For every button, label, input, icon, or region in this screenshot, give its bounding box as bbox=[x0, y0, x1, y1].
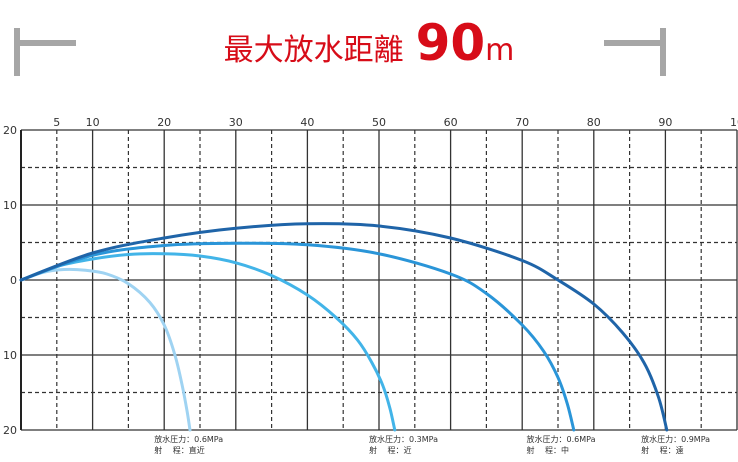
y-tick-label: 10 bbox=[3, 199, 17, 212]
header: 最大放水距離 90m bbox=[0, 0, 738, 90]
trajectory-line-3 bbox=[19, 241, 576, 432]
annotation-range-4: 射 程：遠 bbox=[641, 445, 684, 455]
title-text: 最大放水距離 bbox=[223, 33, 404, 68]
y-tick-label: 10 bbox=[3, 349, 17, 362]
annotation-pressure-2: 放水圧力：0.3MPa bbox=[369, 434, 438, 444]
trajectory-line-2 bbox=[19, 252, 397, 432]
annotation-range-3: 射 程：中 bbox=[527, 445, 570, 455]
trajectory-line-1 bbox=[19, 267, 192, 432]
y-tick-label: 0 bbox=[10, 274, 17, 287]
title-unit: m bbox=[485, 33, 515, 68]
right-bracket-vertical bbox=[660, 28, 666, 76]
x-tick-label: 90 bbox=[658, 116, 672, 129]
x-tick-label: 60 bbox=[444, 116, 458, 129]
x-tick-label: 70 bbox=[515, 116, 529, 129]
annotation-range-1: 射 程：直近 bbox=[154, 445, 205, 455]
x-tick-label: 20 bbox=[157, 116, 171, 129]
right-bracket-horizontal bbox=[604, 40, 666, 46]
x-tick-label: 10 bbox=[86, 116, 100, 129]
x-tick-label: 50 bbox=[372, 116, 386, 129]
annotation-range-2: 射 程：近 bbox=[369, 445, 412, 455]
x-tick-label: 40 bbox=[300, 116, 314, 129]
x-tick-label: 30 bbox=[229, 116, 243, 129]
annotation-pressure-1: 放水圧力：0.6MPa bbox=[154, 434, 223, 444]
x-tick-label: 10 bbox=[730, 116, 738, 129]
title-number: 90 bbox=[415, 14, 486, 72]
left-bracket-horizontal bbox=[14, 40, 76, 46]
annotation-pressure-3: 放水圧力：0.6MPa bbox=[527, 434, 596, 444]
trajectory-line-4 bbox=[19, 222, 669, 432]
y-tick-label: 20 bbox=[3, 124, 17, 137]
x-tick-label: 80 bbox=[587, 116, 601, 129]
trajectory-chart: 5 10 20 30 40 50 60 70 80 90 10 20 10 0 10 20 放水圧力：0.6MP… bbox=[3, 116, 738, 455]
left-bracket-vertical bbox=[14, 28, 20, 76]
page-title: 最大放水距離 90m bbox=[0, 14, 738, 72]
y-tick-label: 20 bbox=[3, 424, 17, 437]
x-tick-label: 5 bbox=[53, 116, 60, 129]
annotation-pressure-4: 放水圧力：0.9MPa bbox=[641, 434, 710, 444]
